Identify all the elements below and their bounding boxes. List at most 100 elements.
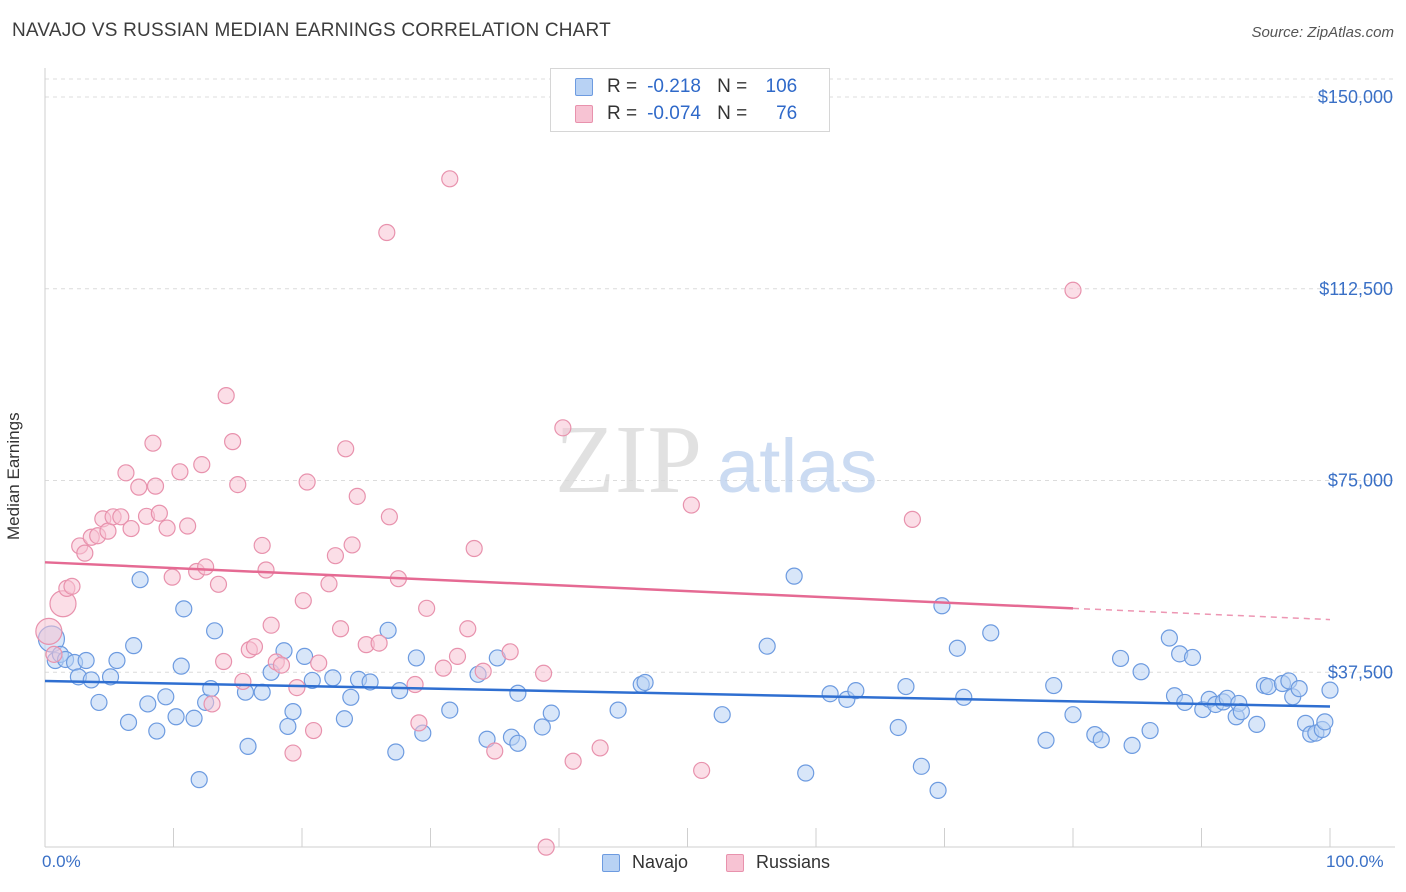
navajo-point xyxy=(101,668,120,686)
navajo-point xyxy=(1141,721,1159,740)
russian-swatch-icon xyxy=(726,853,744,872)
russian-point xyxy=(150,504,168,522)
navajo-point xyxy=(125,637,143,655)
navajo-point xyxy=(361,673,379,691)
navajo-point xyxy=(821,685,839,703)
navajo-point xyxy=(190,771,208,789)
navajo-point xyxy=(172,657,190,675)
x-tick-label-min: 0.0% xyxy=(42,852,81,871)
navajo-point xyxy=(1132,663,1150,681)
navajo-point xyxy=(847,682,865,700)
russian-point xyxy=(144,434,162,452)
russian-point xyxy=(537,838,555,856)
y-tick-labels: $37,500 $75,000 $112,500 $150,000 xyxy=(1318,87,1393,682)
legend-label-russians: Russians xyxy=(756,852,831,872)
russian-point xyxy=(179,517,197,535)
russian-point xyxy=(163,568,181,586)
legend-item-russians[interactable]: Russians xyxy=(726,852,830,873)
navajo-point xyxy=(157,688,175,706)
russian-point xyxy=(245,638,264,656)
n-label: N = xyxy=(717,103,748,124)
russian-point xyxy=(215,652,233,671)
russian-point xyxy=(1064,281,1082,299)
navajo-point xyxy=(1092,731,1110,749)
russian-point xyxy=(320,575,338,593)
russian-point xyxy=(378,223,396,242)
axes xyxy=(44,68,1395,848)
russian-point xyxy=(146,477,165,495)
navajo-point xyxy=(1111,649,1130,668)
navajo-point xyxy=(933,597,951,615)
russian-point xyxy=(682,496,700,514)
navajo-point xyxy=(279,717,297,736)
navajo-point xyxy=(108,651,126,670)
navajo-point xyxy=(758,637,776,655)
legend-item-navajo[interactable]: Navajo xyxy=(602,852,688,873)
navajo-point xyxy=(609,701,627,719)
navajo-point xyxy=(897,677,915,696)
russian-point xyxy=(370,634,388,652)
russian-point xyxy=(45,645,63,663)
russian-point xyxy=(337,440,355,458)
russian-point xyxy=(304,721,323,740)
navajo-point xyxy=(175,600,193,618)
navajo-point xyxy=(77,651,95,670)
russian-point xyxy=(257,561,275,579)
russian-points xyxy=(35,170,1082,856)
russian-point xyxy=(441,170,459,188)
legend-row-navajo: R = -0.218 N = 106 xyxy=(575,74,797,100)
navajo-point xyxy=(131,571,149,589)
russian-point xyxy=(564,752,582,770)
russian-point xyxy=(284,744,302,762)
navajo-point xyxy=(797,764,815,782)
russian-point xyxy=(122,519,140,538)
russian-point xyxy=(554,419,572,437)
russian-point xyxy=(486,742,504,760)
navajo-point xyxy=(284,703,302,721)
navajo-point xyxy=(206,622,224,640)
russian-point xyxy=(272,656,291,674)
russian-point xyxy=(262,616,280,634)
watermark-zip: ZIP xyxy=(555,406,702,514)
russian-point xyxy=(326,547,345,565)
russian-point xyxy=(591,739,609,757)
legend-label-navajo: Navajo xyxy=(632,852,689,872)
russian-point xyxy=(253,536,271,555)
source-label: Source: ZipAtlas.com xyxy=(1251,24,1394,41)
navajo-point xyxy=(948,639,966,657)
navajo-point xyxy=(1290,680,1308,698)
navajo-point xyxy=(441,701,459,719)
navajo-point xyxy=(1045,676,1063,695)
navajo-point xyxy=(1321,681,1339,699)
russian-point xyxy=(474,662,492,680)
r-label: R = xyxy=(607,103,638,124)
russian-point xyxy=(76,544,94,562)
navajo-point xyxy=(1123,736,1141,754)
russian-point xyxy=(203,695,221,713)
russian-point xyxy=(224,433,242,451)
navajo-point xyxy=(119,713,138,731)
navajo-point xyxy=(1064,706,1082,724)
navajo-point xyxy=(185,709,203,727)
navajo-point xyxy=(342,688,360,706)
russian-point xyxy=(294,592,312,610)
navajo-point xyxy=(324,669,342,687)
watermark-atlas: atlas xyxy=(717,424,878,509)
russian-point xyxy=(434,659,452,677)
russian-point xyxy=(310,654,328,672)
russian-point xyxy=(35,617,63,645)
russian-point xyxy=(117,464,135,482)
navajo-point xyxy=(509,734,527,752)
russian-point xyxy=(459,620,477,638)
russian-point xyxy=(418,599,436,617)
navajo-point xyxy=(1183,648,1202,667)
navajo-point xyxy=(295,647,314,665)
navajo-points xyxy=(37,567,1339,799)
x-tick-label-max: 100.0% xyxy=(1326,852,1384,871)
russian-point xyxy=(197,558,215,576)
navajo-point xyxy=(148,722,166,740)
r-label: R = xyxy=(607,76,638,97)
n-value: 76 xyxy=(776,103,798,124)
navajo-point xyxy=(533,718,551,736)
russian-point xyxy=(380,508,398,526)
